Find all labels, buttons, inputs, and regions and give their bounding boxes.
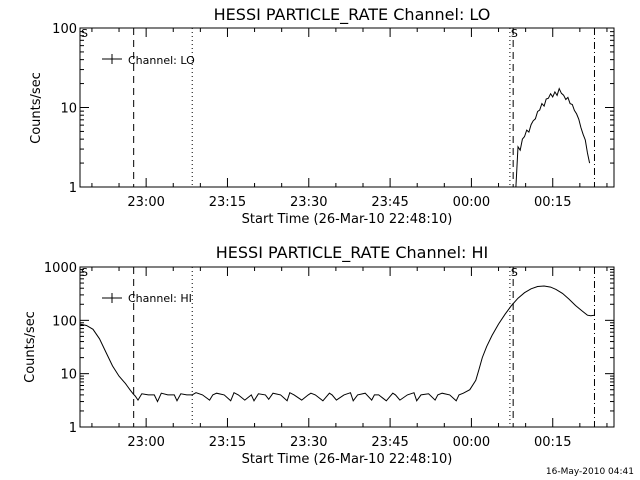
y-tick-label-hi: 100: [52, 314, 77, 329]
x-tick-label-lo: 23:45: [371, 195, 408, 210]
x-tick-label-hi: 00:15: [534, 435, 571, 450]
x-tick-label-lo: 00:00: [453, 195, 490, 210]
y-tick-label-hi: 1000: [44, 261, 77, 276]
marker-label-lo: S: [81, 27, 88, 40]
y-tick-label-hi: 10: [60, 368, 77, 383]
panel-hi-title: HESSI PARTICLE_RATE Channel: HI: [216, 243, 489, 263]
panel-lo-plot-area: [79, 27, 615, 188]
panel-hi-plot-area: [79, 266, 615, 428]
x-tick-label-hi: 23:15: [209, 435, 246, 450]
panel-hi: HESSI PARTICLE_RATE Channel: HI 1 10 100 10…: [23, 243, 615, 467]
series-line-lo: [515, 87, 591, 188]
x-tick-label-lo: 23:15: [209, 195, 246, 210]
y-tick-label-hi: 1: [69, 421, 77, 436]
y-tick-label-lo: 10: [60, 102, 77, 117]
panel-hi-xlabel: Start Time (26-Mar-10 22:48:10): [242, 452, 453, 467]
panel-lo-frame: [79, 27, 615, 188]
panel-lo-title: HESSI PARTICLE_RATE Channel: LO: [214, 5, 491, 25]
x-tick-label-hi: 23:00: [127, 435, 164, 450]
panel-hi-ylabel: Counts/sec: [23, 311, 38, 383]
panel-lo: HESSI PARTICLE_RATE Channel: LO 1 10 100 23…: [29, 5, 615, 227]
panel-lo-legend-label: Channel: LO: [128, 54, 195, 67]
x-tick-label-hi: 23:30: [290, 435, 327, 450]
panel-lo-xlabel: Start Time (26-Mar-10 22:48:10): [242, 212, 453, 227]
series-line-hi: [79, 285, 595, 403]
footer-timestamp: 16-May-2010 04:41: [546, 467, 634, 477]
panel-hi-legend-label: Channel: HI: [128, 292, 192, 305]
marker-label-hi: S: [511, 266, 518, 279]
x-tick-label-lo: 00:15: [534, 195, 571, 210]
panel-lo-ylabel: Counts/sec: [29, 72, 44, 144]
x-tick-label-hi: 23:45: [371, 435, 408, 450]
y-tick-label-lo: 100: [52, 22, 77, 37]
y-tick-label-lo: 1: [69, 181, 77, 196]
x-tick-label-hi: 00:00: [453, 435, 490, 450]
panel-hi-frame: [79, 266, 615, 428]
x-tick-label-lo: 23:30: [290, 195, 327, 210]
marker-label-lo: S: [511, 27, 518, 40]
marker-label-hi: S: [81, 266, 88, 279]
x-tick-label-lo: 23:00: [127, 195, 164, 210]
